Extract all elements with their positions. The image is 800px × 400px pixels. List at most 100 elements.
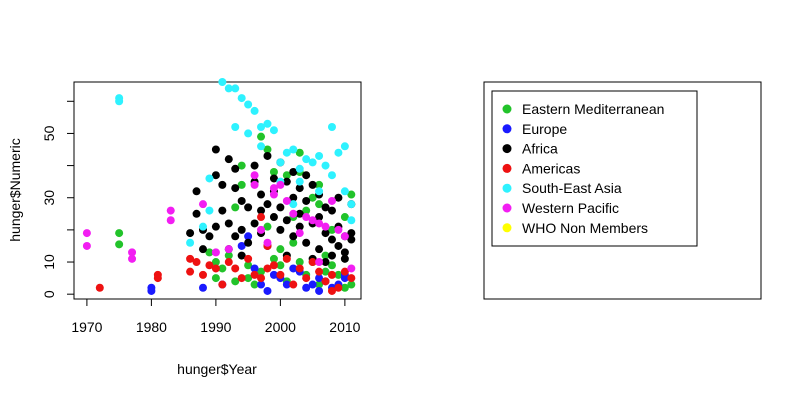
legend-marker bbox=[502, 163, 512, 173]
data-point bbox=[315, 245, 324, 254]
data-point bbox=[166, 216, 175, 225]
data-point bbox=[269, 174, 278, 183]
data-point bbox=[340, 283, 349, 292]
data-point bbox=[282, 216, 291, 225]
data-point bbox=[186, 254, 195, 263]
data-point bbox=[302, 206, 311, 215]
data-point bbox=[321, 161, 330, 170]
data-point bbox=[205, 174, 214, 183]
legend-frame bbox=[491, 90, 698, 247]
data-point bbox=[115, 97, 124, 106]
data-point bbox=[211, 274, 220, 283]
data-point bbox=[315, 286, 324, 295]
legend-marker bbox=[502, 124, 512, 134]
data-point bbox=[315, 151, 324, 160]
data-point bbox=[257, 206, 266, 215]
data-point bbox=[218, 180, 227, 189]
data-point bbox=[340, 254, 349, 263]
data-point bbox=[237, 196, 246, 205]
data-point bbox=[205, 248, 214, 257]
data-point bbox=[315, 187, 324, 196]
data-point bbox=[250, 280, 259, 289]
data-point bbox=[276, 261, 285, 270]
data-point bbox=[211, 222, 220, 231]
data-point bbox=[321, 251, 330, 260]
data-point bbox=[237, 94, 246, 103]
data-point bbox=[257, 267, 266, 276]
data-point bbox=[231, 232, 240, 241]
data-point bbox=[327, 251, 336, 260]
data-point bbox=[334, 241, 343, 250]
data-point bbox=[276, 180, 285, 189]
data-point bbox=[205, 261, 214, 270]
data-point bbox=[198, 245, 207, 254]
data-point bbox=[263, 264, 272, 273]
data-point bbox=[263, 286, 272, 295]
data-point bbox=[302, 213, 311, 222]
data-point bbox=[340, 187, 349, 196]
data-point bbox=[244, 261, 253, 270]
data-point bbox=[302, 171, 311, 180]
x-tick-label: 1990 bbox=[200, 319, 231, 335]
data-point bbox=[257, 213, 266, 222]
data-point bbox=[347, 235, 356, 244]
data-point bbox=[269, 126, 278, 135]
data-point bbox=[340, 248, 349, 257]
data-point bbox=[315, 219, 324, 228]
data-point bbox=[347, 264, 356, 273]
data-point bbox=[166, 206, 175, 215]
data-point bbox=[263, 200, 272, 209]
data-point bbox=[295, 177, 304, 186]
data-point bbox=[347, 280, 356, 289]
data-point bbox=[192, 258, 201, 267]
data-point bbox=[237, 251, 246, 260]
y-axis: 0 10 30 50 bbox=[41, 100, 75, 298]
data-point bbox=[205, 232, 214, 241]
data-point bbox=[289, 200, 298, 209]
y-tick-label: 30 bbox=[41, 190, 57, 206]
legend-label: Western Pacific bbox=[522, 200, 619, 216]
y-axis-label: hunger$Numeric bbox=[7, 138, 23, 242]
data-point bbox=[295, 209, 304, 218]
data-point bbox=[198, 283, 207, 292]
data-point bbox=[269, 213, 278, 222]
data-point bbox=[231, 84, 240, 93]
data-point bbox=[315, 280, 324, 289]
data-point bbox=[302, 238, 311, 247]
data-point bbox=[289, 168, 298, 177]
data-point bbox=[263, 222, 272, 231]
legend-label: South-East Asia bbox=[522, 180, 622, 196]
data-point bbox=[295, 229, 304, 238]
data-point bbox=[269, 184, 278, 193]
data-point bbox=[257, 132, 266, 141]
data-point bbox=[95, 283, 104, 292]
legend-label: WHO Non Members bbox=[522, 220, 648, 236]
data-point bbox=[250, 106, 259, 115]
legend: Eastern Mediterranean Europe Africa America… bbox=[502, 101, 664, 236]
data-point bbox=[289, 145, 298, 154]
data-point bbox=[198, 222, 207, 231]
data-point bbox=[211, 248, 220, 257]
data-point bbox=[327, 123, 336, 132]
data-point bbox=[224, 155, 233, 164]
data-point bbox=[211, 171, 220, 180]
data-point bbox=[295, 222, 304, 231]
data-point bbox=[257, 274, 266, 283]
data-point bbox=[231, 264, 240, 273]
data-point bbox=[302, 274, 311, 283]
data-point bbox=[218, 206, 227, 215]
data-point bbox=[315, 267, 324, 276]
data-point bbox=[244, 232, 253, 241]
data-point bbox=[231, 184, 240, 193]
data-point bbox=[205, 206, 214, 215]
data-point bbox=[198, 270, 207, 279]
data-point bbox=[340, 267, 349, 276]
legend-label: Europe bbox=[522, 121, 567, 137]
data-point bbox=[263, 151, 272, 160]
data-point bbox=[211, 264, 220, 273]
data-point bbox=[327, 196, 336, 205]
data-point bbox=[147, 286, 156, 295]
data-point bbox=[237, 274, 246, 283]
data-point bbox=[244, 100, 253, 109]
data-point bbox=[250, 219, 259, 228]
